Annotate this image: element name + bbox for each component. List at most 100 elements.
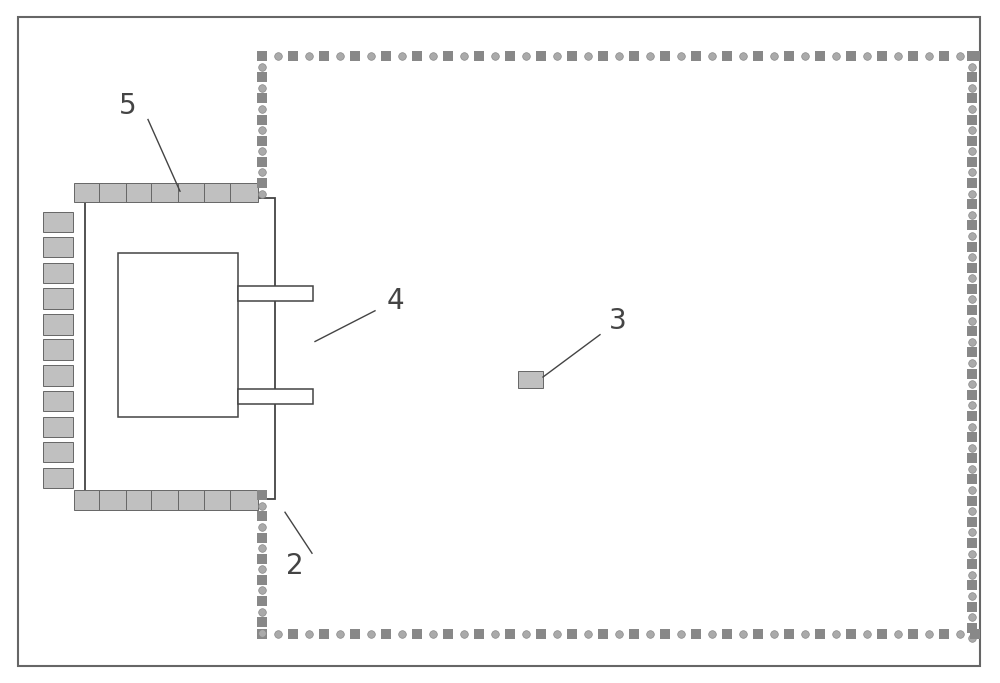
Point bbox=[964, 188, 980, 199]
Point bbox=[905, 628, 921, 639]
Point bbox=[254, 585, 270, 596]
Point bbox=[964, 124, 980, 135]
Point bbox=[797, 51, 813, 61]
Point bbox=[254, 51, 270, 61]
Point bbox=[518, 628, 534, 639]
Point bbox=[964, 410, 980, 421]
Point bbox=[964, 336, 980, 347]
Point bbox=[964, 93, 980, 104]
Point bbox=[254, 490, 270, 501]
Bar bbox=[43, 365, 73, 386]
Point bbox=[781, 628, 797, 639]
Point bbox=[952, 628, 968, 639]
Point bbox=[394, 628, 410, 639]
Point bbox=[487, 628, 503, 639]
Point bbox=[688, 628, 704, 639]
Bar bbox=[43, 263, 73, 283]
Point bbox=[673, 628, 689, 639]
Point bbox=[254, 574, 270, 585]
Point bbox=[905, 51, 921, 61]
Point bbox=[363, 51, 379, 61]
Point bbox=[964, 357, 980, 368]
Point bbox=[332, 628, 348, 639]
Point bbox=[285, 51, 301, 61]
Point bbox=[964, 538, 980, 548]
Point bbox=[254, 167, 270, 178]
Point bbox=[936, 628, 952, 639]
Point bbox=[254, 72, 270, 83]
Point bbox=[254, 564, 270, 575]
Point bbox=[964, 156, 980, 167]
Point bbox=[471, 51, 487, 61]
Point bbox=[580, 51, 596, 61]
Point bbox=[890, 51, 906, 61]
Bar bbox=[518, 370, 543, 388]
Bar bbox=[43, 339, 73, 360]
Bar bbox=[238, 389, 313, 404]
Point bbox=[533, 51, 549, 61]
Point bbox=[890, 628, 906, 639]
Point bbox=[874, 51, 890, 61]
Point bbox=[766, 628, 782, 639]
Point bbox=[254, 82, 270, 93]
Point bbox=[952, 51, 968, 61]
Point bbox=[316, 628, 332, 639]
Point bbox=[316, 51, 332, 61]
Bar bbox=[204, 183, 232, 202]
Point bbox=[254, 628, 270, 639]
Point bbox=[964, 421, 980, 432]
Point bbox=[797, 628, 813, 639]
Point bbox=[964, 230, 980, 241]
Point bbox=[843, 51, 859, 61]
Bar bbox=[43, 391, 73, 411]
Point bbox=[964, 114, 980, 125]
Bar bbox=[43, 288, 73, 309]
Point bbox=[964, 167, 980, 178]
Point bbox=[332, 51, 348, 61]
Point bbox=[611, 51, 627, 61]
Point bbox=[828, 51, 844, 61]
Point bbox=[409, 628, 425, 639]
Point bbox=[964, 145, 980, 156]
Point bbox=[564, 51, 580, 61]
Point bbox=[518, 51, 534, 61]
Point bbox=[440, 628, 456, 639]
Point bbox=[595, 628, 611, 639]
Point bbox=[719, 51, 735, 61]
Point bbox=[254, 542, 270, 553]
Bar bbox=[74, 490, 102, 510]
Point bbox=[964, 505, 980, 516]
Point bbox=[301, 51, 317, 61]
Point bbox=[964, 305, 980, 316]
Point bbox=[254, 51, 270, 61]
Point bbox=[254, 628, 270, 639]
Point bbox=[626, 51, 642, 61]
Point bbox=[964, 484, 980, 495]
Point bbox=[964, 474, 980, 485]
Point bbox=[964, 135, 980, 146]
Point bbox=[964, 442, 980, 453]
Point bbox=[967, 628, 983, 639]
Point bbox=[936, 51, 952, 61]
Point bbox=[964, 199, 980, 210]
Point bbox=[964, 559, 980, 570]
Point bbox=[642, 628, 658, 639]
Point bbox=[425, 628, 441, 639]
Point bbox=[254, 617, 270, 628]
Point bbox=[964, 622, 980, 633]
Bar bbox=[74, 183, 102, 202]
Bar bbox=[43, 417, 73, 437]
Point bbox=[533, 628, 549, 639]
Bar bbox=[43, 468, 73, 488]
Point bbox=[964, 72, 980, 83]
Point bbox=[964, 209, 980, 220]
Point bbox=[964, 294, 980, 305]
Point bbox=[704, 628, 720, 639]
Point bbox=[964, 315, 980, 326]
Point bbox=[254, 522, 270, 533]
Point bbox=[549, 628, 565, 639]
Bar bbox=[43, 212, 73, 232]
Point bbox=[254, 93, 270, 104]
Point bbox=[657, 628, 673, 639]
Point bbox=[812, 51, 828, 61]
